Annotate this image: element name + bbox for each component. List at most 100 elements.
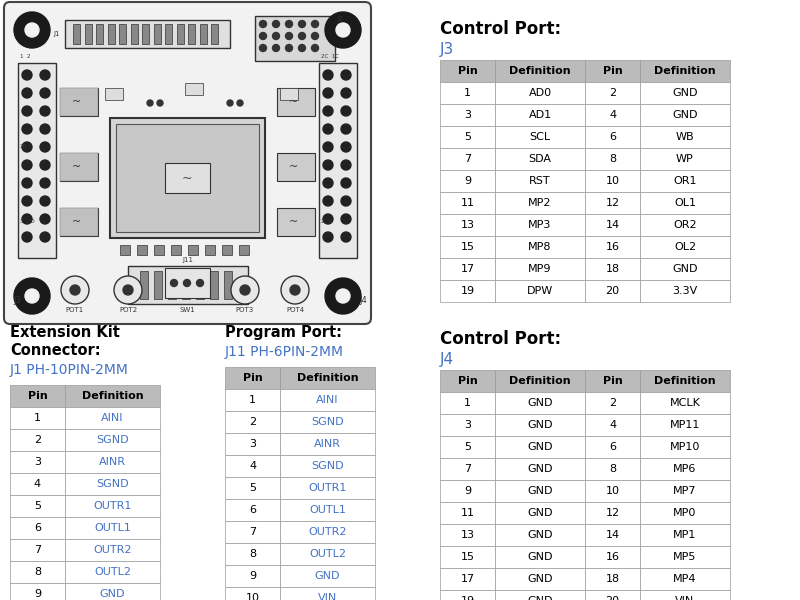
Circle shape: [40, 214, 50, 224]
Text: 1: 1: [249, 395, 256, 405]
Bar: [495, 370, 585, 392]
Bar: [137, 245, 147, 255]
Bar: [105, 88, 123, 100]
Bar: [495, 546, 585, 568]
Bar: [225, 433, 280, 455]
Bar: [495, 590, 585, 600]
Circle shape: [227, 100, 233, 106]
Bar: [177, 24, 183, 44]
Text: 14: 14: [606, 220, 619, 230]
Circle shape: [237, 100, 243, 106]
Text: MP10: MP10: [670, 442, 700, 452]
Bar: [10, 429, 65, 451]
Text: GND: GND: [527, 574, 553, 584]
Text: 7: 7: [249, 527, 256, 537]
Bar: [280, 521, 375, 543]
Circle shape: [323, 88, 333, 98]
Circle shape: [311, 20, 318, 28]
Bar: [440, 414, 495, 436]
Circle shape: [298, 32, 306, 40]
Text: MCLK: MCLK: [670, 398, 701, 408]
Circle shape: [259, 20, 266, 28]
Bar: [225, 587, 280, 600]
Bar: [495, 502, 585, 524]
Bar: [120, 245, 130, 255]
Bar: [640, 436, 730, 458]
Text: MP8: MP8: [528, 242, 552, 252]
Circle shape: [281, 276, 309, 304]
Bar: [585, 502, 640, 524]
Bar: [585, 436, 640, 458]
Bar: [440, 148, 495, 170]
Text: GND: GND: [100, 589, 126, 599]
Bar: [280, 565, 375, 587]
Bar: [280, 543, 375, 565]
Text: GND: GND: [527, 486, 553, 496]
Bar: [440, 590, 495, 600]
Bar: [255, 16, 335, 61]
Text: 3  2D: 3 2D: [20, 219, 34, 224]
Text: 15: 15: [461, 242, 474, 252]
Bar: [495, 258, 585, 280]
Circle shape: [22, 178, 32, 188]
Circle shape: [259, 44, 266, 52]
Bar: [440, 524, 495, 546]
Bar: [60, 88, 98, 116]
Text: 4: 4: [609, 420, 616, 430]
Text: Pin: Pin: [602, 66, 622, 76]
Text: 11: 11: [461, 198, 474, 208]
Text: GND: GND: [527, 464, 553, 474]
Bar: [585, 126, 640, 148]
Circle shape: [273, 32, 279, 40]
Text: 2: 2: [34, 435, 41, 445]
Bar: [585, 236, 640, 258]
Text: OUTL1: OUTL1: [309, 505, 346, 515]
Text: 20: 20: [606, 596, 619, 600]
Bar: [65, 451, 160, 473]
Bar: [280, 477, 375, 499]
Circle shape: [22, 196, 32, 206]
Text: J1 PH-10PIN-2MM: J1 PH-10PIN-2MM: [10, 363, 129, 377]
Bar: [60, 208, 98, 236]
Text: Definition: Definition: [82, 391, 143, 401]
Bar: [495, 104, 585, 126]
Text: 13: 13: [461, 220, 474, 230]
Circle shape: [123, 285, 133, 295]
Text: GND: GND: [527, 442, 553, 452]
Bar: [225, 521, 280, 543]
Bar: [640, 568, 730, 590]
Bar: [182, 271, 190, 299]
Bar: [640, 82, 730, 104]
Text: MP9: MP9: [528, 264, 552, 274]
Bar: [10, 407, 65, 429]
Text: AINI: AINI: [316, 395, 338, 405]
Bar: [585, 280, 640, 302]
Bar: [65, 583, 160, 600]
Text: 4: 4: [249, 461, 256, 471]
Bar: [495, 60, 585, 82]
Bar: [585, 258, 640, 280]
Circle shape: [183, 280, 190, 286]
Text: OUTR2: OUTR2: [94, 545, 132, 555]
Text: MP3: MP3: [528, 220, 552, 230]
Bar: [10, 451, 65, 473]
Circle shape: [273, 44, 279, 52]
Text: POT4: POT4: [286, 307, 304, 313]
Text: 19: 19: [461, 596, 474, 600]
Circle shape: [22, 232, 32, 242]
Bar: [225, 367, 280, 389]
Circle shape: [61, 276, 89, 304]
Bar: [640, 480, 730, 502]
Bar: [65, 517, 160, 539]
Bar: [585, 60, 640, 82]
Bar: [640, 502, 730, 524]
Circle shape: [325, 12, 361, 48]
Text: AD1: AD1: [529, 110, 551, 120]
Bar: [495, 414, 585, 436]
Text: 7: 7: [34, 545, 41, 555]
Bar: [640, 546, 730, 568]
Bar: [140, 271, 148, 299]
Circle shape: [341, 142, 351, 152]
Bar: [210, 271, 218, 299]
Text: MP7: MP7: [674, 486, 697, 496]
